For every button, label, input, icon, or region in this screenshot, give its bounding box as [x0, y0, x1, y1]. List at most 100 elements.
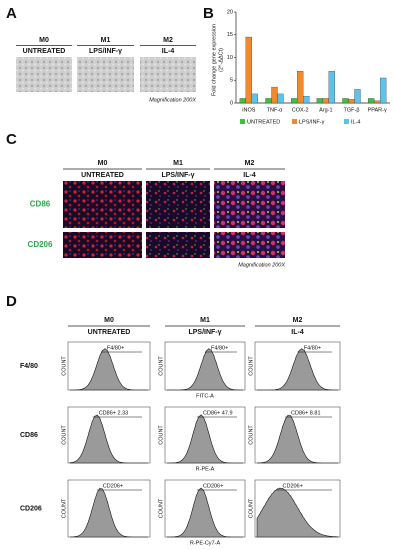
x-tick-label: TNF-α: [267, 107, 284, 113]
column-label: M0: [39, 37, 49, 44]
y-tick-label: 20: [227, 9, 233, 15]
bar: [271, 86, 278, 104]
panel-letter: C: [6, 131, 17, 148]
row-label: CD86: [30, 200, 51, 209]
histogram: [69, 414, 148, 464]
histogram: [257, 348, 338, 391]
legend-label: UNTREATED: [247, 119, 280, 125]
column-label: M2: [293, 317, 303, 324]
bar: [239, 98, 246, 104]
panel-letter: B: [203, 5, 214, 22]
y-axis-label: COUNT: [61, 498, 67, 518]
row-label: CD206: [28, 240, 53, 249]
fluorescence-image: [63, 181, 142, 228]
column-label: M2: [245, 160, 255, 167]
x-axis-label: R-PE-Cy7-A: [190, 540, 221, 546]
y-axis-label: COUNT: [248, 498, 254, 518]
gate-label: CD86+ 8.81: [291, 410, 321, 416]
bar: [342, 98, 349, 104]
bar: [348, 99, 355, 104]
bar: [277, 93, 284, 104]
panel-c: M0 UNTREATED M1 LPS/INF-γ M2 IL-4 CD86 CD206 Mag…: [28, 160, 286, 269]
bar: [380, 77, 387, 104]
panel-a: M0 UNTREATED M1 LPS/INF-γ M2 IL-4 Magnificatio…: [16, 37, 196, 103]
legend-label: LPS/INF-γ: [299, 119, 325, 125]
gate-label: F4/80+: [211, 345, 228, 351]
legend-swatch: [240, 119, 245, 124]
bar: [368, 98, 375, 104]
row-label: CD206: [20, 505, 42, 512]
x-tick-label: iNOS: [242, 107, 255, 113]
x-tick-label: COX-2: [292, 107, 309, 113]
fluorescence-image: [214, 232, 285, 258]
gate-label: F4/80+: [304, 345, 321, 351]
bar: [265, 98, 272, 104]
column-label: M1: [200, 317, 210, 324]
row-label: CD86: [20, 432, 38, 439]
legend-swatch: [344, 119, 349, 124]
gate-label: CD206+: [283, 483, 303, 489]
y-tick-label: 5: [230, 78, 233, 84]
column-label: M0: [98, 160, 108, 167]
y-axis-label: COUNT: [248, 356, 254, 376]
fluorescence-image: [214, 181, 285, 228]
bar: [251, 93, 258, 104]
micrograph: [16, 57, 72, 92]
column-condition: LPS/INF-γ: [89, 48, 122, 55]
column-condition: IL-4: [162, 48, 175, 55]
micrograph: [77, 57, 134, 92]
bar: [328, 71, 335, 104]
y-axis-label: (2^-ΔΔCt): [218, 48, 224, 72]
histogram: [256, 487, 339, 538]
bar: [303, 96, 310, 104]
gate-label: CD206+: [103, 483, 123, 489]
micrograph: [140, 57, 196, 92]
row-label: F4/80: [20, 363, 38, 370]
y-axis-label: COUNT: [61, 356, 67, 376]
gate-label: CD206+: [203, 483, 223, 489]
y-tick-label: 15: [227, 32, 233, 38]
column-label: M1: [101, 37, 111, 44]
y-tick-label: 0: [230, 100, 233, 106]
column-condition: LPS/INF-γ: [188, 329, 221, 336]
y-axis-label: COUNT: [158, 425, 164, 445]
histogram: [167, 487, 243, 538]
gate-label: CD86+ 47.9: [203, 410, 233, 416]
y-axis-label: COUNT: [61, 425, 67, 445]
bar: [291, 98, 298, 104]
column-condition: UNTREATED: [88, 329, 131, 336]
x-tick-label: Arg-1: [319, 107, 332, 113]
bar: [322, 98, 329, 104]
gate-label: F4/80+: [107, 345, 124, 351]
legend-swatch: [292, 119, 297, 124]
column-condition: UNTREATED: [81, 172, 124, 179]
fluorescence-image: [63, 232, 142, 258]
y-axis-label: COUNT: [248, 425, 254, 445]
histogram: [256, 414, 338, 464]
panel-letter: A: [6, 5, 17, 22]
column-condition: LPS/INF-γ: [161, 172, 194, 179]
column-condition: IL-4: [243, 172, 256, 179]
y-axis-label: Fold change gene expression: [211, 24, 217, 96]
histogram: [70, 348, 148, 391]
magnification-note: Magnification 200X: [149, 97, 196, 103]
gate-label: CD86+ 2.33: [99, 410, 129, 416]
y-axis-label: COUNT: [158, 498, 164, 518]
fluorescence-image: [146, 181, 210, 228]
bar: [245, 36, 252, 104]
bar: [354, 89, 361, 104]
panel-b: 0 5 10 15 20 iNOS TNF-α COX-2 Arg-1 TGF-β PPAR-γ UN…: [227, 9, 390, 125]
histogram: [167, 414, 243, 464]
histogram: [69, 487, 148, 538]
y-axis-label: COUNT: [158, 356, 164, 376]
x-axis-label: FITC-A: [196, 393, 214, 399]
y-tick-label: 10: [227, 55, 233, 61]
x-tick-label: PPAR-γ: [368, 107, 387, 113]
bar: [374, 100, 381, 104]
column-label: M2: [163, 37, 173, 44]
column-condition: IL-4: [291, 329, 304, 336]
fluorescence-image: [146, 232, 210, 258]
histogram: [167, 348, 243, 391]
x-axis-label: R-PE-A: [196, 466, 215, 472]
